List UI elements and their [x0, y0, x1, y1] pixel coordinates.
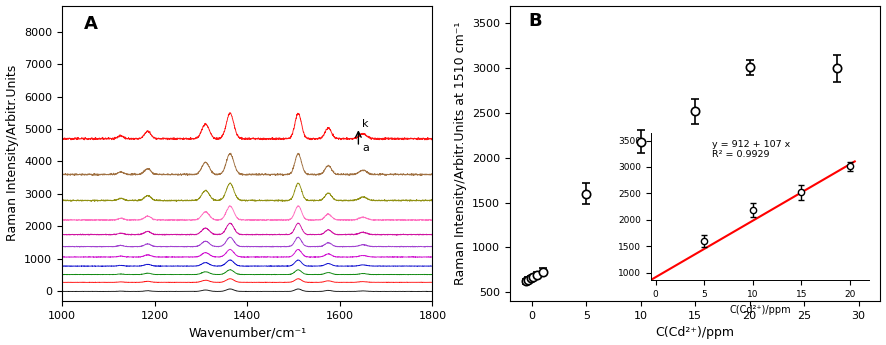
Text: A: A	[84, 15, 98, 33]
Text: k: k	[362, 119, 369, 129]
X-axis label: Wavenumber/cm⁻¹: Wavenumber/cm⁻¹	[188, 326, 307, 339]
X-axis label: C(Cd²⁺)/ppm: C(Cd²⁺)/ppm	[656, 326, 734, 339]
Text: B: B	[528, 12, 542, 30]
Y-axis label: Raman Intensity/Arbitr.Units at 1510 cm⁻¹: Raman Intensity/Arbitr.Units at 1510 cm⁻…	[454, 22, 467, 285]
Text: a: a	[362, 143, 369, 153]
Y-axis label: Raman Intensity/Arbitr.Units: Raman Intensity/Arbitr.Units	[5, 65, 19, 241]
